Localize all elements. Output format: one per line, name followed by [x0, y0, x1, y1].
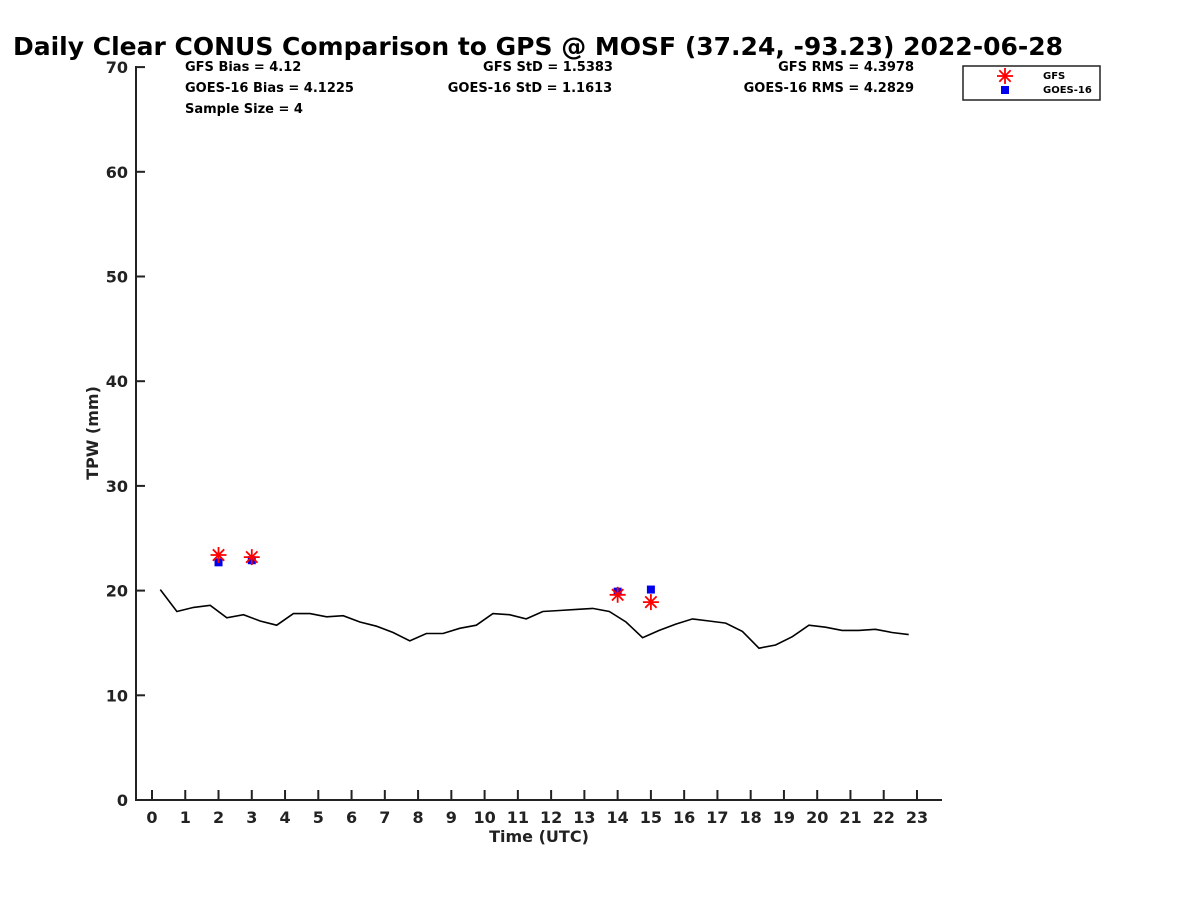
- gfs-std-text: GFS StD = 1.5383: [483, 60, 613, 75]
- x-tick-label: 14: [607, 808, 629, 827]
- x-tick-label: 21: [839, 808, 861, 827]
- x-tick-label: 11: [507, 808, 529, 827]
- x-tick-label: 7: [379, 808, 390, 827]
- legend-label-goes-16: GOES-16: [1043, 85, 1092, 96]
- x-tick-label: 3: [246, 808, 257, 827]
- legend: GFS GOES-16: [962, 65, 1101, 101]
- gfs-point: [210, 547, 227, 564]
- y-tick-label: 50: [106, 268, 128, 287]
- gfs-point: [243, 549, 260, 566]
- x-axis-title: Time (UTC): [489, 827, 589, 846]
- gfs-points: [210, 547, 659, 611]
- gps-tpw-line: [159, 589, 909, 650]
- chart-title: Daily Clear CONUS Comparison to GPS @ MO…: [13, 32, 1063, 61]
- gfs-rms-text: GFS RMS = 4.3978: [778, 60, 914, 75]
- legend-label-gfs: GFS: [1043, 71, 1065, 82]
- y-tick-label: 30: [106, 477, 128, 496]
- x-tick-label: 5: [313, 808, 324, 827]
- y-tick-label: 60: [106, 163, 128, 182]
- y-tick-label: 20: [106, 582, 128, 601]
- x-tick-label: 12: [540, 808, 562, 827]
- x-tick-label: 0: [146, 808, 157, 827]
- x-tick-label: 9: [446, 808, 457, 827]
- x-tick-label: 15: [640, 808, 662, 827]
- y-tick-label: 40: [106, 372, 128, 391]
- x-tick-label: 6: [346, 808, 357, 827]
- legend-goes-16-square-icon: [1001, 86, 1009, 94]
- gfs-bias-text: GFS Bias = 4.12: [185, 60, 301, 75]
- y-ticks: 0 10 20 30 40 50 60 70: [106, 58, 145, 810]
- goes-bias-text: GOES-16 Bias = 4.1225: [185, 81, 354, 96]
- gfs-point: [642, 594, 659, 611]
- y-axis-title: TPW (mm): [83, 386, 102, 480]
- sample-size-text: Sample Size = 4: [185, 102, 303, 117]
- y-tick-label: 0: [117, 791, 128, 810]
- x-ticks: 0 1 2 3 4 5 6 7 8 9 10 11 12 13 14 15 16 17 18 19 20 21 22 23: [146, 790, 928, 827]
- x-tick-label: 13: [573, 808, 595, 827]
- x-tick-label: 16: [673, 808, 695, 827]
- legend-gfs-asterisk-icon: [997, 68, 1013, 84]
- legend-box: [962, 65, 1101, 101]
- x-tick-label: 1: [180, 808, 191, 827]
- x-tick-label: 20: [806, 808, 828, 827]
- goes-std-text: GOES-16 StD = 1.1613: [448, 81, 612, 96]
- x-tick-label: 23: [906, 808, 928, 827]
- x-tick-label: 10: [473, 808, 495, 827]
- x-tick-label: 4: [279, 808, 290, 827]
- goes-16-point: [646, 585, 655, 594]
- x-tick-label: 22: [873, 808, 895, 827]
- x-tick-label: 17: [706, 808, 728, 827]
- x-tick-label: 8: [413, 808, 424, 827]
- y-tick-label: 10: [106, 686, 128, 705]
- goes-16-points: [214, 556, 655, 596]
- x-tick-label: 19: [773, 808, 795, 827]
- x-tick-label: 18: [740, 808, 762, 827]
- x-tick-label: 2: [213, 808, 224, 827]
- y-tick-label: 70: [106, 58, 128, 77]
- goes-rms-text: GOES-16 RMS = 4.2829: [744, 81, 914, 96]
- gfs-point: [609, 586, 626, 603]
